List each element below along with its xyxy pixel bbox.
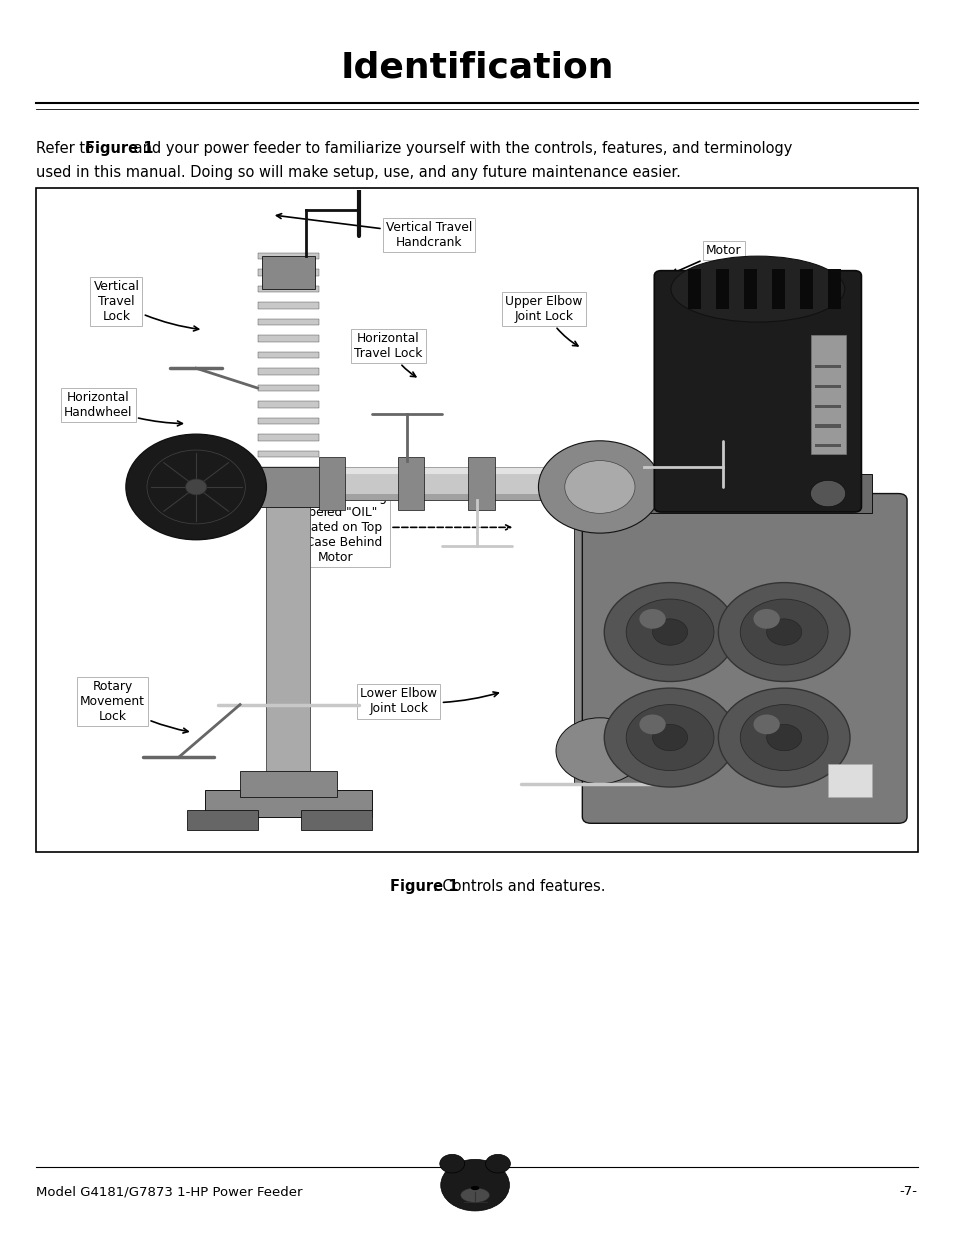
Bar bbox=[814, 366, 841, 368]
Bar bbox=[715, 269, 728, 309]
Bar bbox=[257, 401, 318, 408]
Bar bbox=[810, 335, 844, 454]
Ellipse shape bbox=[670, 256, 843, 322]
Circle shape bbox=[766, 619, 801, 645]
Bar bbox=[266, 500, 310, 784]
Text: Horizontal
Travel Lock: Horizontal Travel Lock bbox=[354, 332, 422, 377]
Circle shape bbox=[652, 725, 687, 751]
Bar bbox=[814, 385, 841, 388]
Bar bbox=[257, 253, 318, 259]
Text: Model G4181/G7873 1-HP Power Feeder: Model G4181/G7873 1-HP Power Feeder bbox=[36, 1186, 302, 1198]
Bar bbox=[814, 405, 841, 408]
Circle shape bbox=[718, 688, 849, 787]
Text: Figure 1: Figure 1 bbox=[390, 879, 458, 894]
Bar bbox=[771, 269, 784, 309]
Circle shape bbox=[810, 480, 844, 506]
Circle shape bbox=[639, 609, 665, 629]
Bar bbox=[800, 269, 812, 309]
Bar bbox=[301, 810, 372, 830]
Circle shape bbox=[625, 599, 713, 664]
Text: Rotary
Movement
Lock: Rotary Movement Lock bbox=[80, 680, 188, 734]
Circle shape bbox=[753, 715, 779, 735]
Bar bbox=[231, 467, 599, 500]
Text: . Controls and features.: . Controls and features. bbox=[433, 879, 605, 894]
Bar bbox=[231, 494, 599, 500]
Circle shape bbox=[652, 619, 687, 645]
Bar bbox=[257, 417, 318, 425]
Bar bbox=[827, 269, 841, 309]
Circle shape bbox=[625, 705, 713, 771]
Circle shape bbox=[564, 461, 635, 514]
Text: Vertical Travel
Handcrank: Vertical Travel Handcrank bbox=[276, 214, 472, 248]
Bar bbox=[36, 188, 917, 852]
Bar bbox=[240, 771, 336, 797]
Text: Lower Elbow
Joint Lock: Lower Elbow Joint Lock bbox=[360, 688, 497, 715]
Circle shape bbox=[439, 1155, 464, 1173]
Circle shape bbox=[556, 718, 643, 784]
Text: Refer to: Refer to bbox=[36, 141, 99, 156]
Bar bbox=[257, 484, 318, 490]
Circle shape bbox=[740, 599, 827, 664]
Text: Vertical
Travel
Lock: Vertical Travel Lock bbox=[93, 280, 198, 331]
Circle shape bbox=[740, 705, 827, 771]
Bar bbox=[187, 810, 257, 830]
FancyBboxPatch shape bbox=[581, 494, 906, 824]
Circle shape bbox=[753, 609, 779, 629]
Bar bbox=[743, 269, 756, 309]
Text: Identification: Identification bbox=[340, 51, 613, 85]
Bar bbox=[617, 474, 871, 514]
Circle shape bbox=[603, 583, 735, 682]
Text: used in this manual. Doing so will make setup, use, and any future maintenance e: used in this manual. Doing so will make … bbox=[36, 165, 680, 180]
Bar bbox=[318, 457, 345, 510]
Text: -7-: -7- bbox=[899, 1186, 917, 1198]
Bar bbox=[257, 467, 318, 474]
Bar bbox=[814, 445, 841, 447]
Circle shape bbox=[766, 725, 801, 751]
Bar bbox=[240, 467, 336, 506]
FancyBboxPatch shape bbox=[654, 270, 861, 513]
Bar bbox=[814, 425, 841, 427]
Circle shape bbox=[126, 435, 266, 540]
Bar bbox=[257, 368, 318, 375]
Bar bbox=[573, 526, 625, 784]
Circle shape bbox=[485, 1155, 510, 1173]
Bar bbox=[257, 352, 318, 358]
Bar bbox=[257, 500, 318, 506]
Text: and your power feeder to familiarize yourself with the controls, features, and t: and your power feeder to familiarize you… bbox=[129, 141, 791, 156]
Text: Horizontal
Handwheel: Horizontal Handwheel bbox=[64, 391, 182, 426]
Bar bbox=[231, 467, 599, 474]
Ellipse shape bbox=[460, 1188, 489, 1203]
Circle shape bbox=[186, 479, 207, 495]
Bar bbox=[262, 256, 314, 289]
Bar bbox=[468, 457, 494, 510]
Bar bbox=[397, 457, 424, 510]
Circle shape bbox=[639, 715, 665, 735]
Text: Gearbox Oil Plug
Labeled "OIL"
Located on Top
of Case Behind
Motor: Gearbox Oil Plug Labeled "OIL" Located o… bbox=[285, 490, 510, 564]
Circle shape bbox=[603, 688, 735, 787]
Bar bbox=[257, 385, 318, 391]
Bar bbox=[827, 764, 871, 797]
Circle shape bbox=[718, 583, 849, 682]
Text: Motor: Motor bbox=[671, 245, 740, 274]
Bar bbox=[257, 269, 318, 275]
Bar bbox=[257, 335, 318, 342]
Circle shape bbox=[537, 441, 660, 534]
Bar bbox=[257, 319, 318, 325]
Bar bbox=[687, 269, 700, 309]
Text: Figure 1: Figure 1 bbox=[85, 141, 153, 156]
Bar bbox=[257, 451, 318, 457]
Text: Upper Elbow
Joint Lock: Upper Elbow Joint Lock bbox=[504, 295, 582, 346]
Bar bbox=[205, 790, 372, 816]
Ellipse shape bbox=[471, 1186, 479, 1191]
Bar bbox=[257, 285, 318, 293]
Circle shape bbox=[440, 1160, 509, 1212]
Bar bbox=[257, 435, 318, 441]
Bar bbox=[257, 303, 318, 309]
